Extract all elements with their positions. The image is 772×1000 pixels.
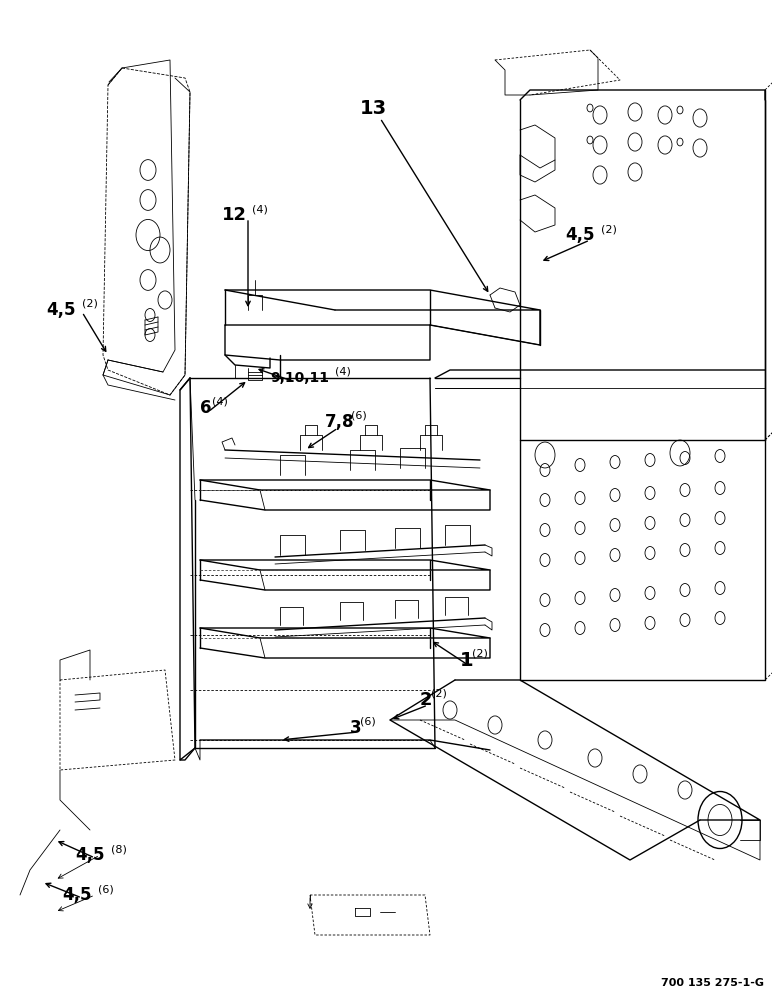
Text: 4,5: 4,5 (62, 886, 92, 904)
Text: (4): (4) (252, 204, 268, 214)
Text: (4): (4) (212, 397, 228, 407)
Text: 4,5: 4,5 (75, 846, 104, 864)
Text: 2: 2 (420, 691, 432, 709)
Text: 700 135 275-1-G: 700 135 275-1-G (662, 978, 764, 988)
Text: 7,8: 7,8 (325, 413, 354, 431)
Text: (2): (2) (431, 689, 447, 699)
Text: 12: 12 (222, 206, 247, 224)
Text: (2): (2) (601, 224, 617, 234)
Text: (6): (6) (351, 411, 367, 421)
Text: (2): (2) (82, 299, 98, 309)
Text: 13: 13 (360, 99, 387, 117)
Text: 4,5: 4,5 (46, 301, 76, 319)
Text: (4): (4) (335, 367, 351, 377)
Text: (6): (6) (360, 717, 376, 727)
Text: 6: 6 (200, 399, 212, 417)
Text: (6): (6) (98, 884, 113, 894)
Text: 3: 3 (350, 719, 361, 737)
Text: 9,10,11: 9,10,11 (270, 371, 329, 385)
Text: 1: 1 (460, 651, 474, 670)
Text: (2): (2) (472, 649, 488, 659)
Text: (8): (8) (111, 844, 127, 854)
Text: 4,5: 4,5 (565, 226, 594, 244)
